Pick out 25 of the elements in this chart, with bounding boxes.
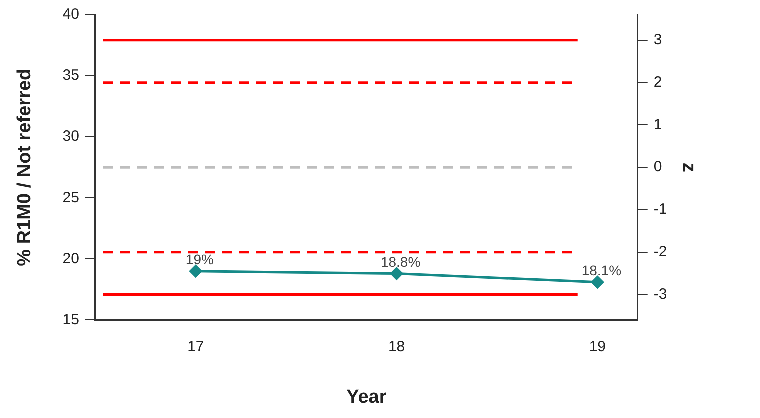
y2-tick-label: -2 bbox=[654, 244, 668, 261]
y-tick-label: 30 bbox=[62, 128, 80, 146]
data-label: 18.8% bbox=[380, 254, 421, 270]
x-tick-label: 19 bbox=[589, 338, 606, 356]
point bbox=[390, 268, 404, 280]
y-axis-title: % R1M0 / Not referred bbox=[14, 68, 36, 266]
x-tick-label: 18 bbox=[388, 338, 406, 356]
y2-tick-label: 2 bbox=[654, 74, 662, 91]
data-label: 19% bbox=[186, 251, 214, 268]
y2-tick-label: 1 bbox=[654, 116, 662, 134]
y2-tick-label: 0 bbox=[654, 158, 662, 176]
y2-tick-label: -3 bbox=[654, 286, 668, 303]
x-tick-label: 17 bbox=[188, 338, 204, 356]
point bbox=[591, 276, 604, 289]
y-tick-label: 35 bbox=[62, 67, 80, 84]
y2-tick-label: 3 bbox=[654, 32, 662, 49]
y-tick-label: 20 bbox=[62, 250, 80, 268]
data-label: 18.1% bbox=[582, 262, 622, 278]
x-axis-title: Year bbox=[346, 386, 388, 408]
y-tick-label: 25 bbox=[62, 189, 80, 206]
y-tick-label: 40 bbox=[62, 6, 80, 24]
y2-axis-title: z bbox=[678, 162, 700, 172]
y-tick-label: 15 bbox=[62, 311, 80, 328]
point bbox=[190, 265, 202, 278]
y2-tick-label: -1 bbox=[654, 201, 668, 218]
